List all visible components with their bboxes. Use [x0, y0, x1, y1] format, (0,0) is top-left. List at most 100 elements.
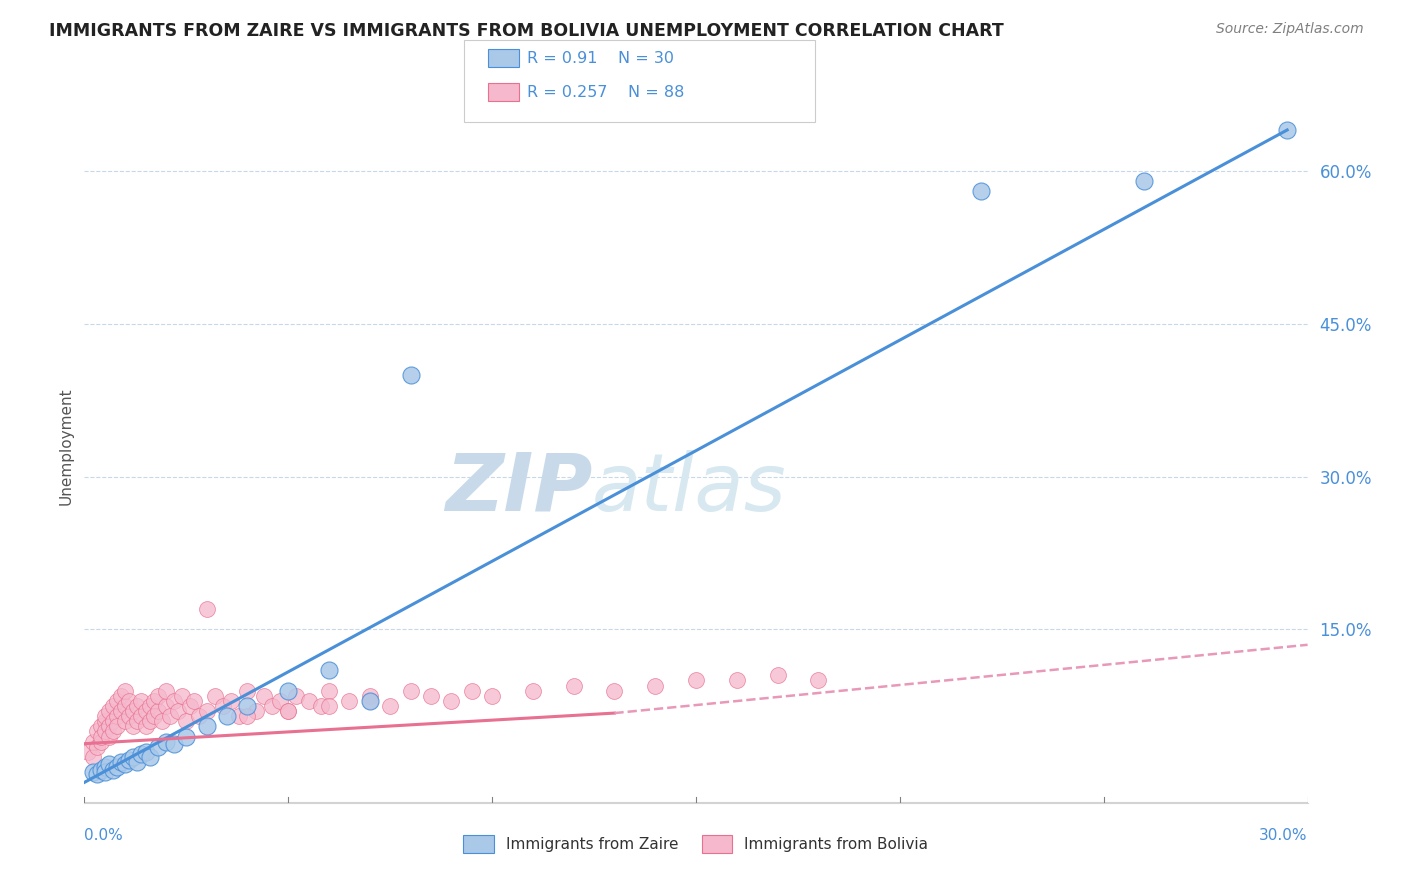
Point — [359, 694, 381, 708]
Point — [339, 694, 361, 708]
Point — [253, 689, 276, 703]
Point — [420, 689, 443, 703]
Point — [114, 698, 136, 713]
Point — [138, 698, 160, 713]
Point — [277, 704, 299, 718]
Point — [105, 709, 128, 723]
Point — [146, 704, 169, 718]
Text: R = 0.91    N = 30: R = 0.91 N = 30 — [527, 52, 675, 66]
Point — [82, 734, 104, 748]
Point — [172, 689, 194, 703]
Point — [142, 709, 165, 723]
Point — [93, 709, 115, 723]
Point — [195, 719, 218, 733]
Point — [93, 714, 115, 729]
Point — [146, 739, 169, 754]
Point — [127, 755, 149, 769]
Point — [562, 679, 585, 693]
Point — [725, 673, 748, 688]
Point — [114, 714, 136, 729]
Point — [86, 739, 108, 754]
Point — [298, 694, 321, 708]
Point — [82, 765, 104, 780]
Point — [277, 704, 299, 718]
Point — [131, 747, 153, 761]
Point — [461, 683, 484, 698]
Point — [318, 663, 340, 677]
Point — [644, 679, 666, 693]
Text: R = 0.257    N = 88: R = 0.257 N = 88 — [527, 86, 685, 100]
Point — [135, 719, 157, 733]
Point — [105, 719, 128, 733]
Point — [522, 683, 544, 698]
Point — [159, 709, 181, 723]
Point — [86, 724, 108, 739]
Point — [380, 698, 402, 713]
Point — [1133, 174, 1156, 188]
Point — [97, 730, 120, 744]
Point — [101, 724, 124, 739]
Text: 0.0%: 0.0% — [84, 829, 124, 843]
Point — [217, 709, 239, 723]
Point — [285, 689, 308, 703]
Point — [97, 719, 120, 733]
Point — [481, 689, 503, 703]
Point — [110, 704, 132, 718]
Point — [90, 730, 112, 744]
Legend: Immigrants from Zaire, Immigrants from Bolivia: Immigrants from Zaire, Immigrants from B… — [457, 829, 935, 859]
Point — [309, 698, 332, 713]
Point — [122, 719, 145, 733]
Point — [77, 745, 100, 759]
Point — [90, 734, 112, 748]
Point — [236, 709, 259, 723]
Point — [90, 719, 112, 733]
Point — [269, 694, 291, 708]
Point — [807, 673, 830, 688]
Point — [236, 683, 259, 698]
Point — [236, 698, 259, 713]
Point — [97, 757, 120, 772]
Point — [93, 765, 115, 780]
Point — [105, 760, 128, 774]
Point — [195, 704, 218, 718]
Point — [86, 767, 108, 781]
Point — [219, 694, 242, 708]
Point — [127, 698, 149, 713]
Point — [399, 368, 422, 382]
Point — [603, 683, 626, 698]
Point — [187, 709, 209, 723]
Point — [183, 694, 205, 708]
Point — [179, 698, 201, 713]
Point — [685, 673, 707, 688]
Point — [359, 694, 381, 708]
Point — [135, 704, 157, 718]
Point — [195, 602, 218, 616]
Point — [110, 755, 132, 769]
Point — [82, 750, 104, 764]
Point — [399, 683, 422, 698]
Point — [970, 184, 993, 198]
Text: ZIP: ZIP — [444, 450, 592, 528]
Point — [114, 683, 136, 698]
Point — [766, 668, 789, 682]
Point — [359, 689, 381, 703]
Point — [155, 698, 177, 713]
Point — [101, 698, 124, 713]
Point — [1277, 123, 1299, 137]
Point — [163, 737, 186, 751]
Point — [155, 734, 177, 748]
Point — [150, 714, 173, 729]
Point — [155, 683, 177, 698]
Point — [212, 698, 235, 713]
Point — [260, 698, 283, 713]
Point — [318, 698, 340, 713]
Point — [277, 683, 299, 698]
Y-axis label: Unemployment: Unemployment — [58, 387, 73, 505]
Text: Source: ZipAtlas.com: Source: ZipAtlas.com — [1216, 22, 1364, 37]
Point — [138, 750, 160, 764]
Point — [101, 763, 124, 777]
Point — [142, 694, 165, 708]
Point — [131, 694, 153, 708]
Point — [97, 704, 120, 718]
Point — [93, 724, 115, 739]
